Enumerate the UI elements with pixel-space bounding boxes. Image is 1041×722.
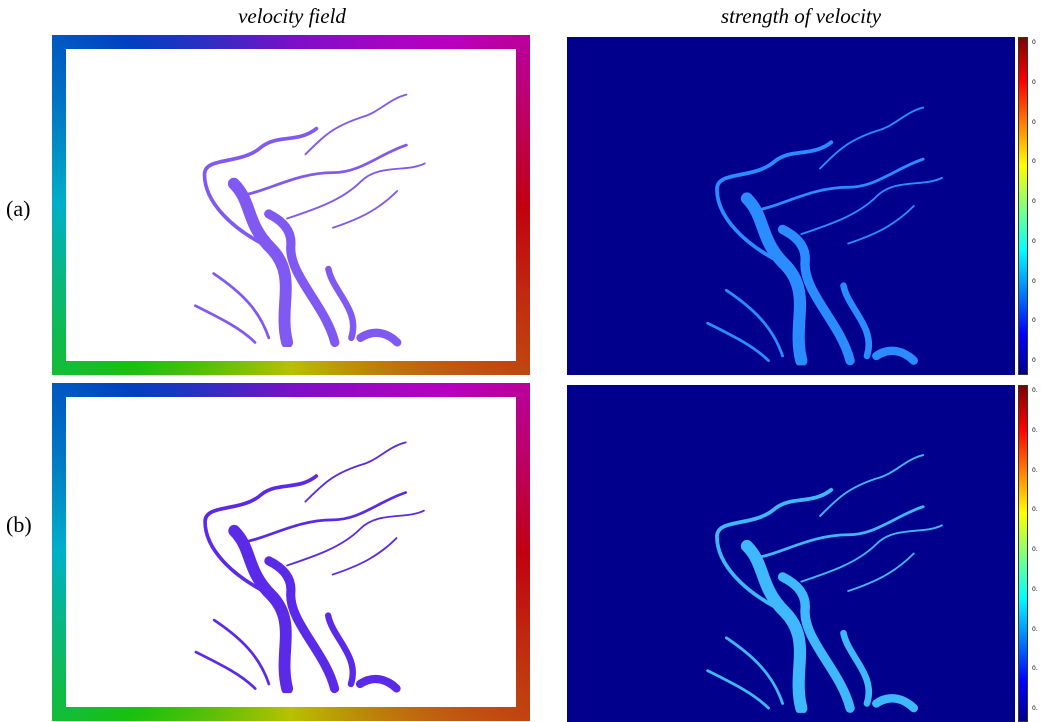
column-title: velocity field: [238, 4, 346, 28]
colorbar-tick-label: 0.: [1032, 466, 1038, 474]
colorbar: [1018, 37, 1028, 375]
colorbar-tick-label: 0: [1032, 198, 1036, 205]
row-label: (a): [6, 196, 31, 221]
column-title: strength of velocity: [720, 4, 882, 28]
colorbar-tick-label: 0: [1032, 39, 1036, 46]
colorbar: [1018, 385, 1028, 722]
colorbar-tick-label: 0: [1032, 357, 1036, 364]
colorbar-tick-label: 0: [1032, 78, 1036, 86]
colorbar-tick-label: 0: [1032, 277, 1036, 285]
colorbar-tick-label: 0.: [1032, 506, 1038, 514]
vessels: [66, 397, 516, 707]
colorbar-tick-label: 0: [1032, 118, 1036, 126]
velocity-field-image: [52, 35, 530, 375]
image-area: [66, 49, 516, 361]
colorbar-tick-label: 0.: [1032, 546, 1038, 553]
strength-image: [567, 37, 1015, 375]
colorbar-tick-label: 0.: [1032, 665, 1038, 673]
colorbar-tick-label: 0.: [1032, 426, 1038, 434]
vessels: [66, 49, 516, 361]
colorbar-tick-label: 0: [1032, 317, 1036, 325]
colorbar-tick-label: 0.: [1032, 585, 1038, 593]
vessels: [567, 385, 1015, 722]
strength-image: [567, 385, 1015, 722]
colorbar-tick-label: 0.: [1032, 387, 1038, 394]
colorbar-tick-label: 0: [1032, 158, 1036, 166]
colorbar-tick-label: 0.: [1032, 625, 1038, 633]
colorbar-tick-label: 0.: [1032, 705, 1038, 712]
velocity-field-image: [52, 383, 530, 721]
row-label: (b): [6, 512, 32, 537]
image-area: [66, 397, 516, 707]
vessels: [567, 37, 1015, 375]
colorbar-tick-label: 0: [1032, 237, 1036, 245]
